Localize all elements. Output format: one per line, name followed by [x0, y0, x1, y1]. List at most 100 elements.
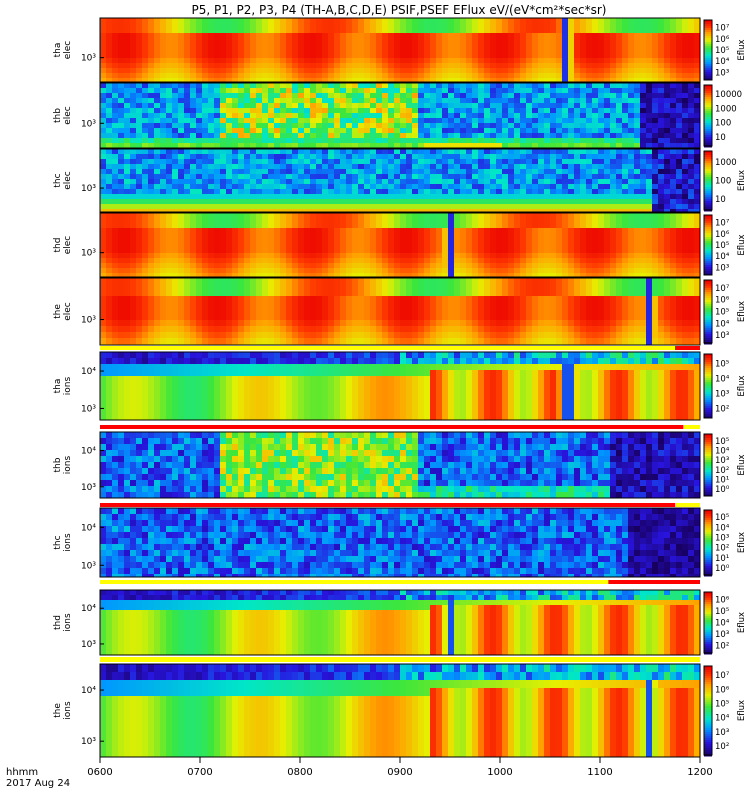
- spectrogram-cell: [508, 73, 515, 79]
- spectrogram-cell: [142, 184, 149, 190]
- spectrogram-cell: [130, 23, 137, 29]
- spectrogram-cell: [364, 98, 371, 104]
- spectrogram-cell: [544, 128, 551, 134]
- spectrogram-cell: [478, 213, 485, 219]
- spectrogram-cell: [340, 68, 347, 74]
- spectrogram-cell: [454, 93, 461, 99]
- spectrogram-cell: [442, 88, 449, 94]
- spectrogram-cell: [466, 204, 473, 210]
- spectrogram-cell: [664, 63, 671, 69]
- spectrogram-cell: [604, 43, 611, 49]
- spectrogram-cell: [268, 63, 275, 69]
- spectrogram-cell: [166, 143, 173, 149]
- spectrogram-cell: [496, 128, 503, 134]
- spectrogram-cell: [172, 143, 179, 149]
- spectrogram-cell: [544, 164, 551, 170]
- spectrogram-cell: [262, 194, 269, 200]
- spectrogram-cell: [358, 169, 365, 175]
- spectrogram-cell: [310, 143, 317, 149]
- spectrogram-cell: [466, 248, 473, 254]
- colorbar-cell: [704, 203, 712, 206]
- spectrogram-cell: [166, 268, 173, 274]
- spectrogram-cell: [232, 18, 239, 24]
- spectrogram-cell: [526, 243, 533, 249]
- spectrogram-cell: [370, 169, 377, 175]
- spectrogram-cell: [640, 149, 647, 155]
- spectrogram-cell: [178, 238, 185, 244]
- spectrogram-cell: [214, 138, 221, 144]
- spectrogram-cell: [142, 128, 149, 134]
- spectrogram-cell: [358, 223, 365, 229]
- spectrogram-cell: [310, 138, 317, 144]
- spectrogram-cell: [400, 233, 407, 239]
- spectrogram-cell: [568, 98, 575, 104]
- spectrogram-cell: [532, 199, 539, 205]
- spectrogram-cell: [610, 93, 617, 99]
- spectrogram-cell: [142, 98, 149, 104]
- spectrogram-cell: [628, 138, 635, 144]
- spectrogram-cell: [250, 43, 257, 49]
- spectrogram-cell: [514, 174, 521, 180]
- spectrogram-cell: [250, 63, 257, 69]
- spectrogram-cell: [154, 103, 161, 109]
- spectrogram-cell: [586, 68, 593, 74]
- spectrogram-cell: [124, 133, 131, 139]
- spectrogram-cell: [514, 73, 521, 79]
- spectrogram-cell: [394, 118, 401, 124]
- spectrogram-cell: [118, 133, 125, 139]
- spectrogram-cell: [154, 113, 161, 119]
- colorbar-tick-label: 10⁶: [715, 35, 730, 45]
- spectrogram-cell: [382, 113, 389, 119]
- spectrogram-cell: [556, 128, 563, 134]
- spectrogram-cell: [694, 18, 701, 24]
- spectrogram-cell: [490, 238, 497, 244]
- spectrogram-cell: [520, 179, 527, 185]
- spectrogram-cell: [514, 159, 521, 165]
- spectrogram-cell: [514, 113, 521, 119]
- spectrogram-cell: [466, 184, 473, 190]
- spectrogram-cell: [208, 43, 215, 49]
- spectrogram-cell: [610, 23, 617, 29]
- spectrogram-cell: [478, 33, 485, 39]
- spectrogram-cell: [472, 204, 479, 210]
- spectrogram-cell: [496, 58, 503, 64]
- spectrogram-cell: [262, 88, 269, 94]
- spectrogram-cell: [136, 164, 143, 170]
- spectrogram-cell: [244, 263, 251, 269]
- spectrogram-cell: [136, 243, 143, 249]
- spectrogram-cell: [370, 164, 377, 170]
- spectrogram-cell: [148, 154, 155, 160]
- spectrogram-cell: [490, 93, 497, 99]
- spectrogram-cell: [298, 218, 305, 224]
- spectrogram-cell: [346, 223, 353, 229]
- spectrogram-cell: [136, 78, 143, 83]
- spectrogram-cell: [346, 273, 353, 278]
- spectrogram-cell: [658, 98, 665, 104]
- colorbar-cell: [704, 30, 712, 33]
- spectrogram-cell: [112, 98, 119, 104]
- spectrogram-cell: [688, 68, 695, 74]
- spectrogram-cell: [232, 53, 239, 59]
- spectrogram-cell: [562, 18, 569, 24]
- spectrogram-cell: [148, 184, 155, 190]
- spectrogram-cell: [310, 228, 317, 234]
- spectrogram-cell: [610, 83, 617, 89]
- spectrogram-cell: [340, 23, 347, 29]
- spectrogram-cell: [436, 199, 443, 205]
- spectrogram-cell: [472, 199, 479, 205]
- spectrogram-cell: [106, 189, 113, 195]
- spectrogram-cell: [640, 113, 647, 119]
- spectrogram-cell: [424, 253, 431, 259]
- spectrogram-cell: [100, 58, 107, 64]
- spectrogram-cell: [586, 143, 593, 149]
- spectrogram-cell: [184, 209, 191, 213]
- spectrogram-cell: [346, 138, 353, 144]
- spectrogram-cell: [340, 253, 347, 259]
- spectrogram-cell: [106, 149, 113, 155]
- spectrogram-cell: [142, 149, 149, 155]
- spectrogram-cell: [634, 128, 641, 134]
- spectrogram-cell: [484, 43, 491, 49]
- spectrogram-cell: [490, 38, 497, 44]
- spectrogram-cell: [196, 98, 203, 104]
- spectrogram-cell: [484, 258, 491, 264]
